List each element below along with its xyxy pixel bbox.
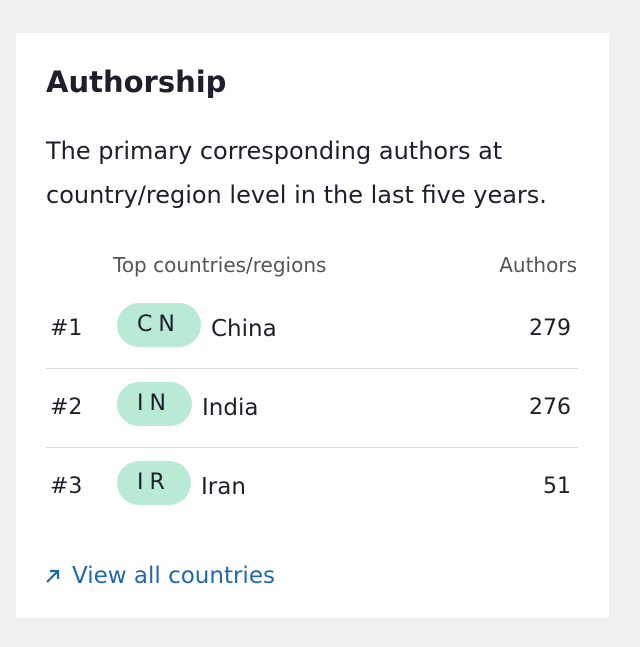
rank: #2: [50, 395, 83, 420]
country-name: Iran: [201, 474, 246, 500]
table-row: #1 CN China 279: [46, 290, 578, 369]
column-header: Authors: [499, 253, 577, 277]
rank: #3: [50, 474, 83, 499]
table-row: #2 IN India 276: [46, 369, 578, 448]
rank: #1: [50, 316, 83, 341]
author-count: 276: [529, 395, 571, 420]
country-code-pill: CN: [117, 303, 201, 347]
author-count: 51: [543, 474, 571, 499]
arrow-icon: [46, 569, 60, 583]
author-count: 279: [529, 316, 571, 341]
view-all-link[interactable]: View all countries: [44, 563, 275, 589]
table-row: #3 IR Iran 51: [46, 448, 578, 526]
description-line: The primary corresponding authors at: [46, 137, 503, 165]
description-line: country/region level in the last five ye…: [46, 181, 547, 209]
description: The primary corresponding authors at cou…: [46, 129, 547, 217]
card-title: Authorship: [46, 65, 227, 99]
country-name: China: [211, 316, 277, 342]
link-text[interactable]: View all countries: [72, 563, 275, 589]
column-header: Top countries/regions: [113, 253, 327, 277]
country-code-pill: IR: [117, 461, 191, 505]
country-name: India: [202, 395, 259, 421]
country-code-pill: IN: [117, 382, 192, 426]
authorship-card: Authorship The primary corresponding aut…: [16, 33, 609, 618]
